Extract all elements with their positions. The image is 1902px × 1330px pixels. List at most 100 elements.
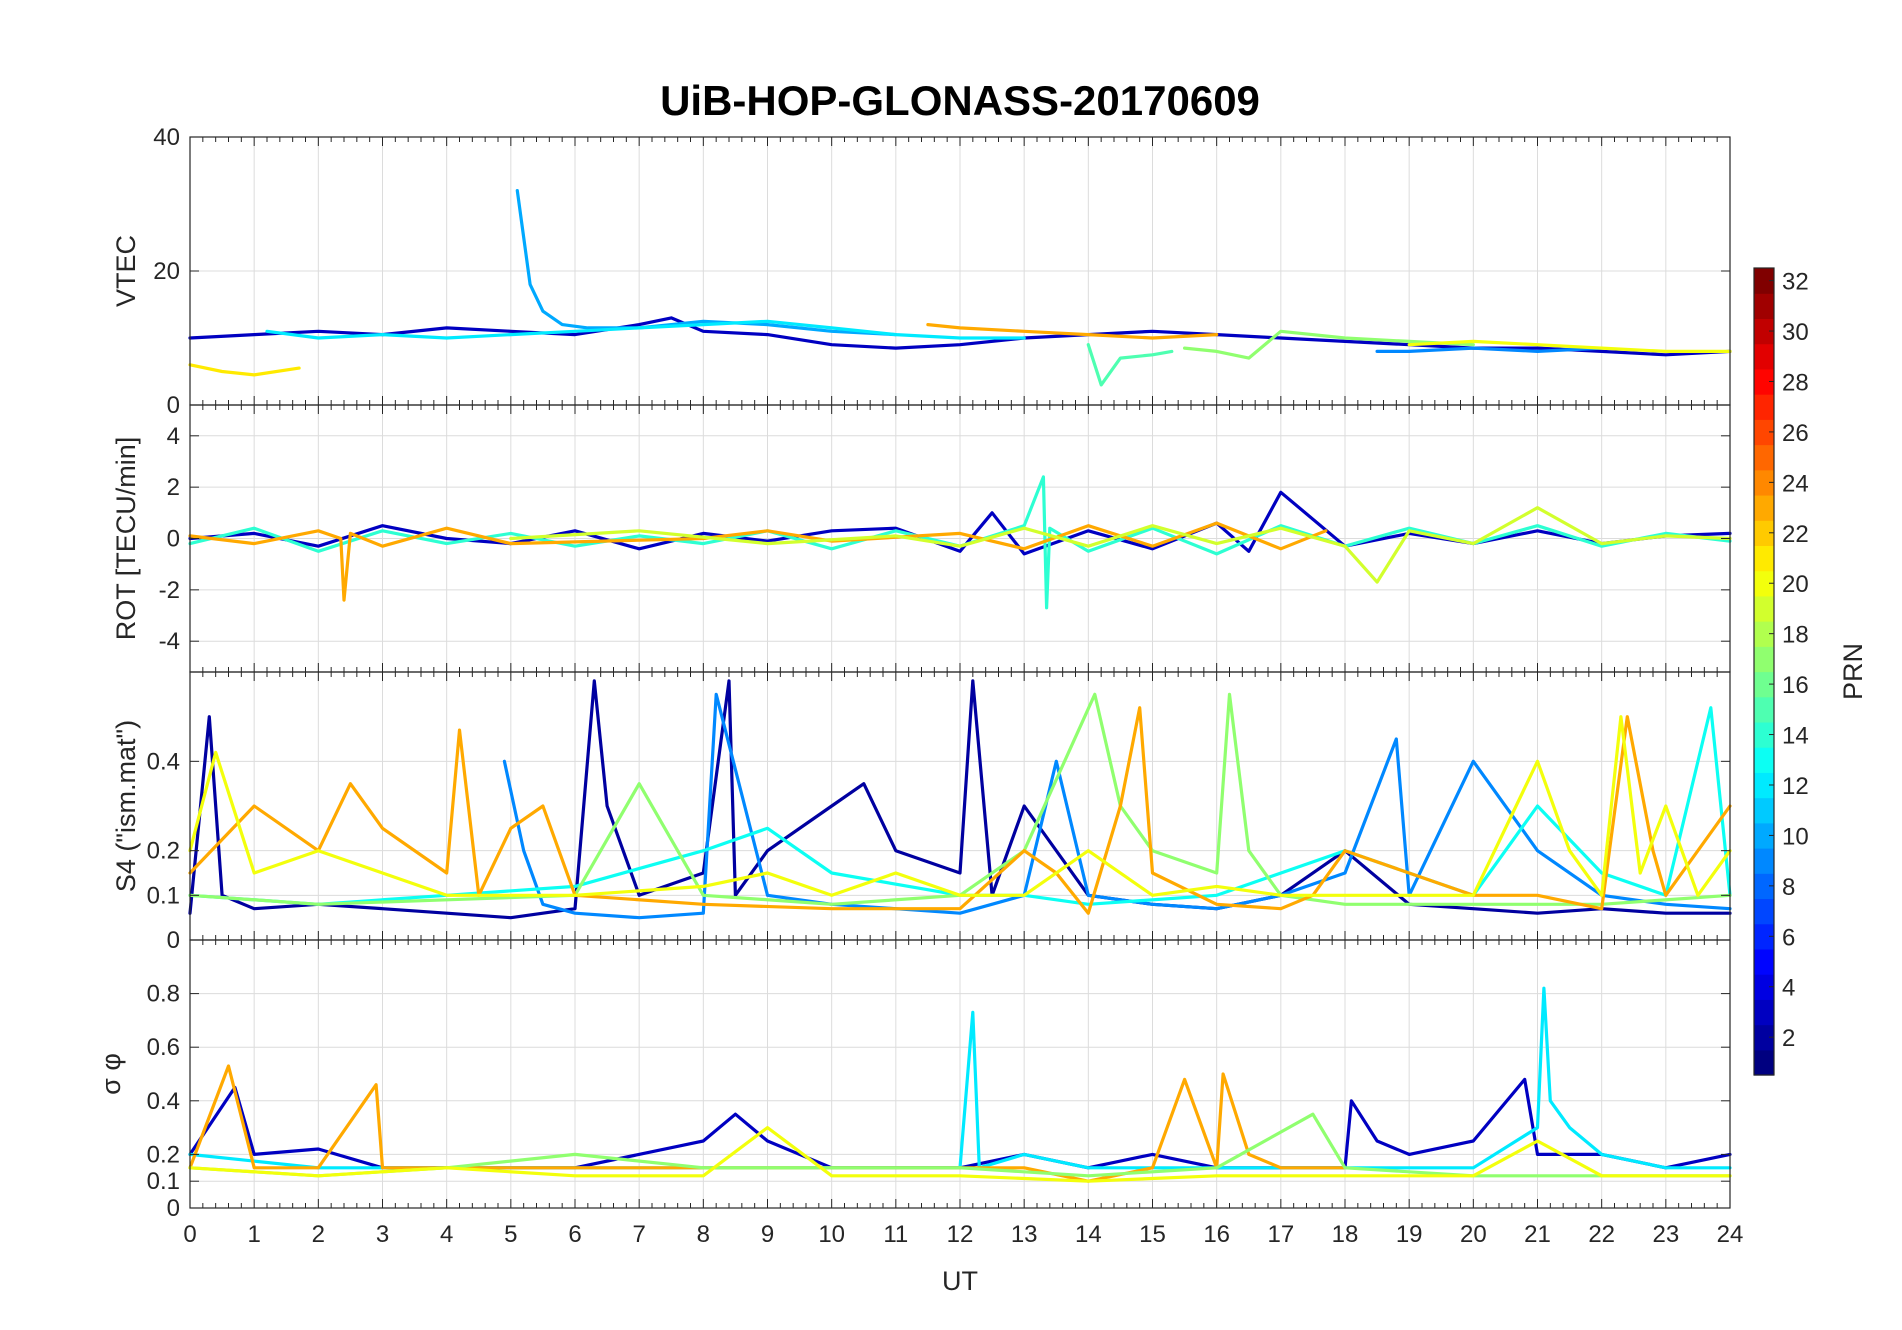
x-tick-label: 8 bbox=[697, 1221, 710, 1248]
colorbar-cell bbox=[1754, 268, 1774, 294]
colorbar-box bbox=[1753, 267, 1775, 1076]
series-line-prn-20 bbox=[188, 715, 1732, 897]
colorbar-cell bbox=[1754, 394, 1774, 420]
series-group bbox=[188, 189, 1732, 387]
colorbar-tick-label: 32 bbox=[1782, 269, 1809, 296]
y-tick-label: 0.6 bbox=[147, 1034, 180, 1061]
colorbar-tick-label: 18 bbox=[1782, 622, 1809, 649]
colorbar-cell bbox=[1754, 318, 1774, 345]
series-group bbox=[188, 679, 1732, 920]
colorbar-cell bbox=[1754, 747, 1774, 773]
colorbar-cell bbox=[1754, 948, 1774, 975]
colorbar-tick-label: 12 bbox=[1782, 773, 1809, 800]
y-axis-label: ROT [TECU/min] bbox=[111, 437, 141, 641]
x-tick-label: 13 bbox=[1011, 1221, 1038, 1248]
x-tick-label: 21 bbox=[1524, 1221, 1551, 1248]
colorbar-tick-label: 24 bbox=[1782, 470, 1809, 497]
x-axis-label: UT bbox=[942, 1266, 978, 1296]
x-tick-label: 3 bbox=[376, 1221, 389, 1248]
x-tick-label: 10 bbox=[818, 1221, 845, 1248]
colorbar-cell bbox=[1754, 822, 1774, 849]
x-tick-labels: 0 1 2 3 4 5 6 7 8 9 10 11 12 13 14 15 16 17 18 19 20 21 22 23 24 bbox=[183, 1221, 1743, 1248]
x-tick-label: 19 bbox=[1396, 1221, 1423, 1248]
ticks: 00.10.2 0.4 0.6 0.8 bbox=[147, 940, 1731, 1222]
x-tick-label: 16 bbox=[1203, 1221, 1230, 1248]
x-tick-label: 12 bbox=[947, 1221, 974, 1248]
series-group bbox=[188, 986, 1732, 1183]
colorbar-cell bbox=[1754, 898, 1774, 925]
y-tick-label: 0.4 bbox=[147, 1088, 180, 1115]
ticks: 0 0.1 0.2 0.4 bbox=[147, 672, 1731, 954]
y-tick-label: 0 bbox=[167, 526, 180, 553]
colorbar-tick-label: 16 bbox=[1782, 672, 1809, 699]
series-line-prn-23 bbox=[188, 521, 1328, 602]
colorbar-cell bbox=[1754, 469, 1774, 496]
y-tick-label: 20 bbox=[153, 258, 180, 285]
y-tick-label: 4 bbox=[167, 423, 180, 450]
series-line-prn-9 bbox=[502, 692, 1732, 920]
colorbar-cell bbox=[1754, 1024, 1774, 1051]
panel-vtec: 0 20 40 VTEC bbox=[111, 124, 1732, 419]
y-tick-label: 0.1 bbox=[147, 882, 180, 909]
panel-rot: -4 -2 0 2 4 ROT [TECU/min] bbox=[111, 404, 1732, 673]
x-tick-label: 5 bbox=[504, 1221, 517, 1248]
colorbar-cell bbox=[1754, 444, 1774, 471]
x-tick-label: 22 bbox=[1588, 1221, 1615, 1248]
series-line-prn-17 bbox=[188, 692, 1732, 906]
x-tick-label: 7 bbox=[632, 1221, 645, 1248]
colorbar-cell bbox=[1754, 494, 1774, 521]
y-tick-label: 0 bbox=[167, 392, 180, 419]
y-axis-label: S4 ("ism.mat") bbox=[111, 720, 141, 892]
x-tick-label: 6 bbox=[568, 1221, 581, 1248]
series-line-prn-13 bbox=[188, 706, 1732, 906]
x-tick-label: 14 bbox=[1075, 1221, 1102, 1248]
y-tick-label: 0 bbox=[167, 927, 180, 954]
ticks: 0 20 40 bbox=[153, 124, 1731, 419]
colorbar-cell bbox=[1754, 1049, 1774, 1076]
y-axis-label: σ φ bbox=[96, 1053, 126, 1095]
colorbar-cell bbox=[1754, 696, 1774, 723]
x-tick-label: 11 bbox=[883, 1221, 908, 1248]
colorbar-tick-label: 22 bbox=[1782, 521, 1809, 548]
y-tick-label: 0.4 bbox=[147, 748, 180, 775]
series-line-prn-21 bbox=[188, 363, 301, 377]
colorbar-tick-label: 6 bbox=[1782, 924, 1795, 951]
colorbar-cell bbox=[1754, 545, 1774, 572]
x-tick-label: 9 bbox=[761, 1221, 774, 1248]
x-tick-label: 23 bbox=[1652, 1221, 1679, 1248]
x-tick-label: 4 bbox=[440, 1221, 453, 1248]
colorbar-tick-label: 10 bbox=[1782, 823, 1809, 850]
grid bbox=[189, 136, 1731, 406]
x-tick-label: 2 bbox=[312, 1221, 325, 1248]
y-tick-label: 0.2 bbox=[147, 838, 180, 865]
colorbar-cell bbox=[1754, 923, 1774, 950]
x-tick-label: 18 bbox=[1332, 1221, 1359, 1248]
x-tick-label: 20 bbox=[1460, 1221, 1487, 1248]
colorbar-cell bbox=[1754, 848, 1774, 874]
colorbar-tick-label: 2 bbox=[1782, 1025, 1795, 1052]
x-tick-label: 0 bbox=[183, 1221, 196, 1248]
y-tick-label: 40 bbox=[153, 124, 180, 151]
colorbar-tick-label: 26 bbox=[1782, 420, 1809, 447]
colorbar-cell bbox=[1754, 520, 1774, 547]
colorbar-cell bbox=[1754, 570, 1774, 597]
colorbar-tick-label: 30 bbox=[1782, 319, 1809, 346]
x-tick-label: 17 bbox=[1267, 1221, 1294, 1248]
series-line-prn-20 bbox=[1407, 339, 1732, 353]
y-tick-label: 0.8 bbox=[147, 981, 180, 1008]
y-tick-label: -2 bbox=[159, 577, 180, 604]
colorbar-cell bbox=[1754, 671, 1774, 698]
colorbar-cell bbox=[1754, 595, 1774, 622]
series-line-prn-9 bbox=[1375, 346, 1604, 353]
colorbar-cell bbox=[1754, 621, 1774, 647]
colorbar-tick-label: 4 bbox=[1782, 975, 1795, 1002]
y-tick-label: 2 bbox=[167, 474, 180, 501]
y-axis-label: VTEC bbox=[111, 235, 141, 307]
colorbar-cell bbox=[1754, 293, 1774, 320]
colorbar-cell bbox=[1754, 646, 1774, 673]
colorbar-tick-label: 28 bbox=[1782, 369, 1809, 396]
x-tick-label: 1 bbox=[247, 1221, 260, 1248]
panel-sigma-phi: 00.10.2 0.4 0.6 0.8 σ φ bbox=[96, 939, 1732, 1222]
y-tick-label: -4 bbox=[159, 628, 180, 655]
